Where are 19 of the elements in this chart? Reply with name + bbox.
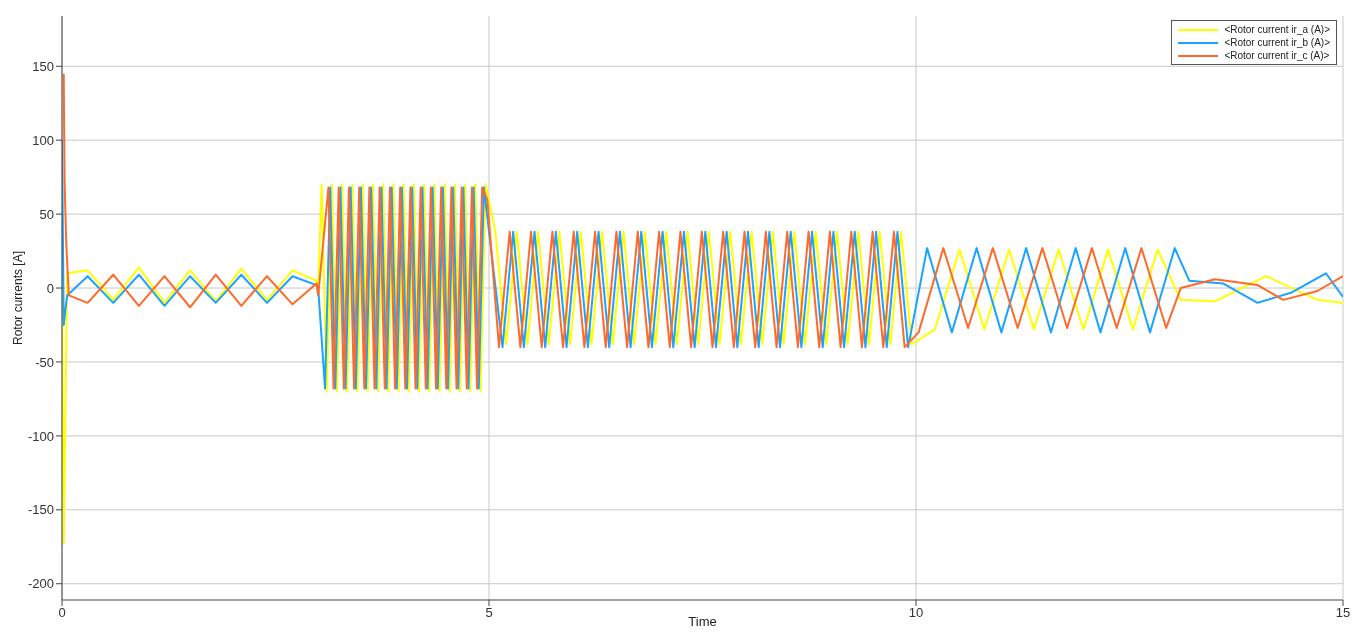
y-tick-label: -50 bbox=[35, 354, 54, 370]
y-tick-label: 100 bbox=[32, 132, 54, 148]
y-tick-label: 0 bbox=[46, 280, 54, 296]
y-tick-label: -150 bbox=[27, 502, 54, 518]
y-tick-label: -100 bbox=[27, 428, 54, 444]
legend-label: <Rotor current ir_a (A)> bbox=[1224, 23, 1330, 36]
x-tick-label: 0 bbox=[58, 605, 66, 621]
line-series bbox=[62, 183, 1343, 545]
legend-label: <Rotor current ir_b (A)> bbox=[1224, 36, 1330, 49]
y-tick-label: 150 bbox=[32, 58, 54, 74]
line-series bbox=[62, 72, 1343, 390]
y-tick-label: 50 bbox=[39, 206, 54, 222]
legend-label: <Rotor current ir_c (A)> bbox=[1224, 49, 1330, 62]
y-tick-label: -200 bbox=[27, 576, 54, 592]
x-axis-title: Time bbox=[688, 614, 717, 629]
y-axis-title: Rotor currents [A] bbox=[11, 250, 26, 346]
x-tick-label: 10 bbox=[908, 605, 924, 621]
x-tick-label: 15 bbox=[1335, 605, 1351, 621]
x-tick-label: 5 bbox=[485, 605, 493, 621]
